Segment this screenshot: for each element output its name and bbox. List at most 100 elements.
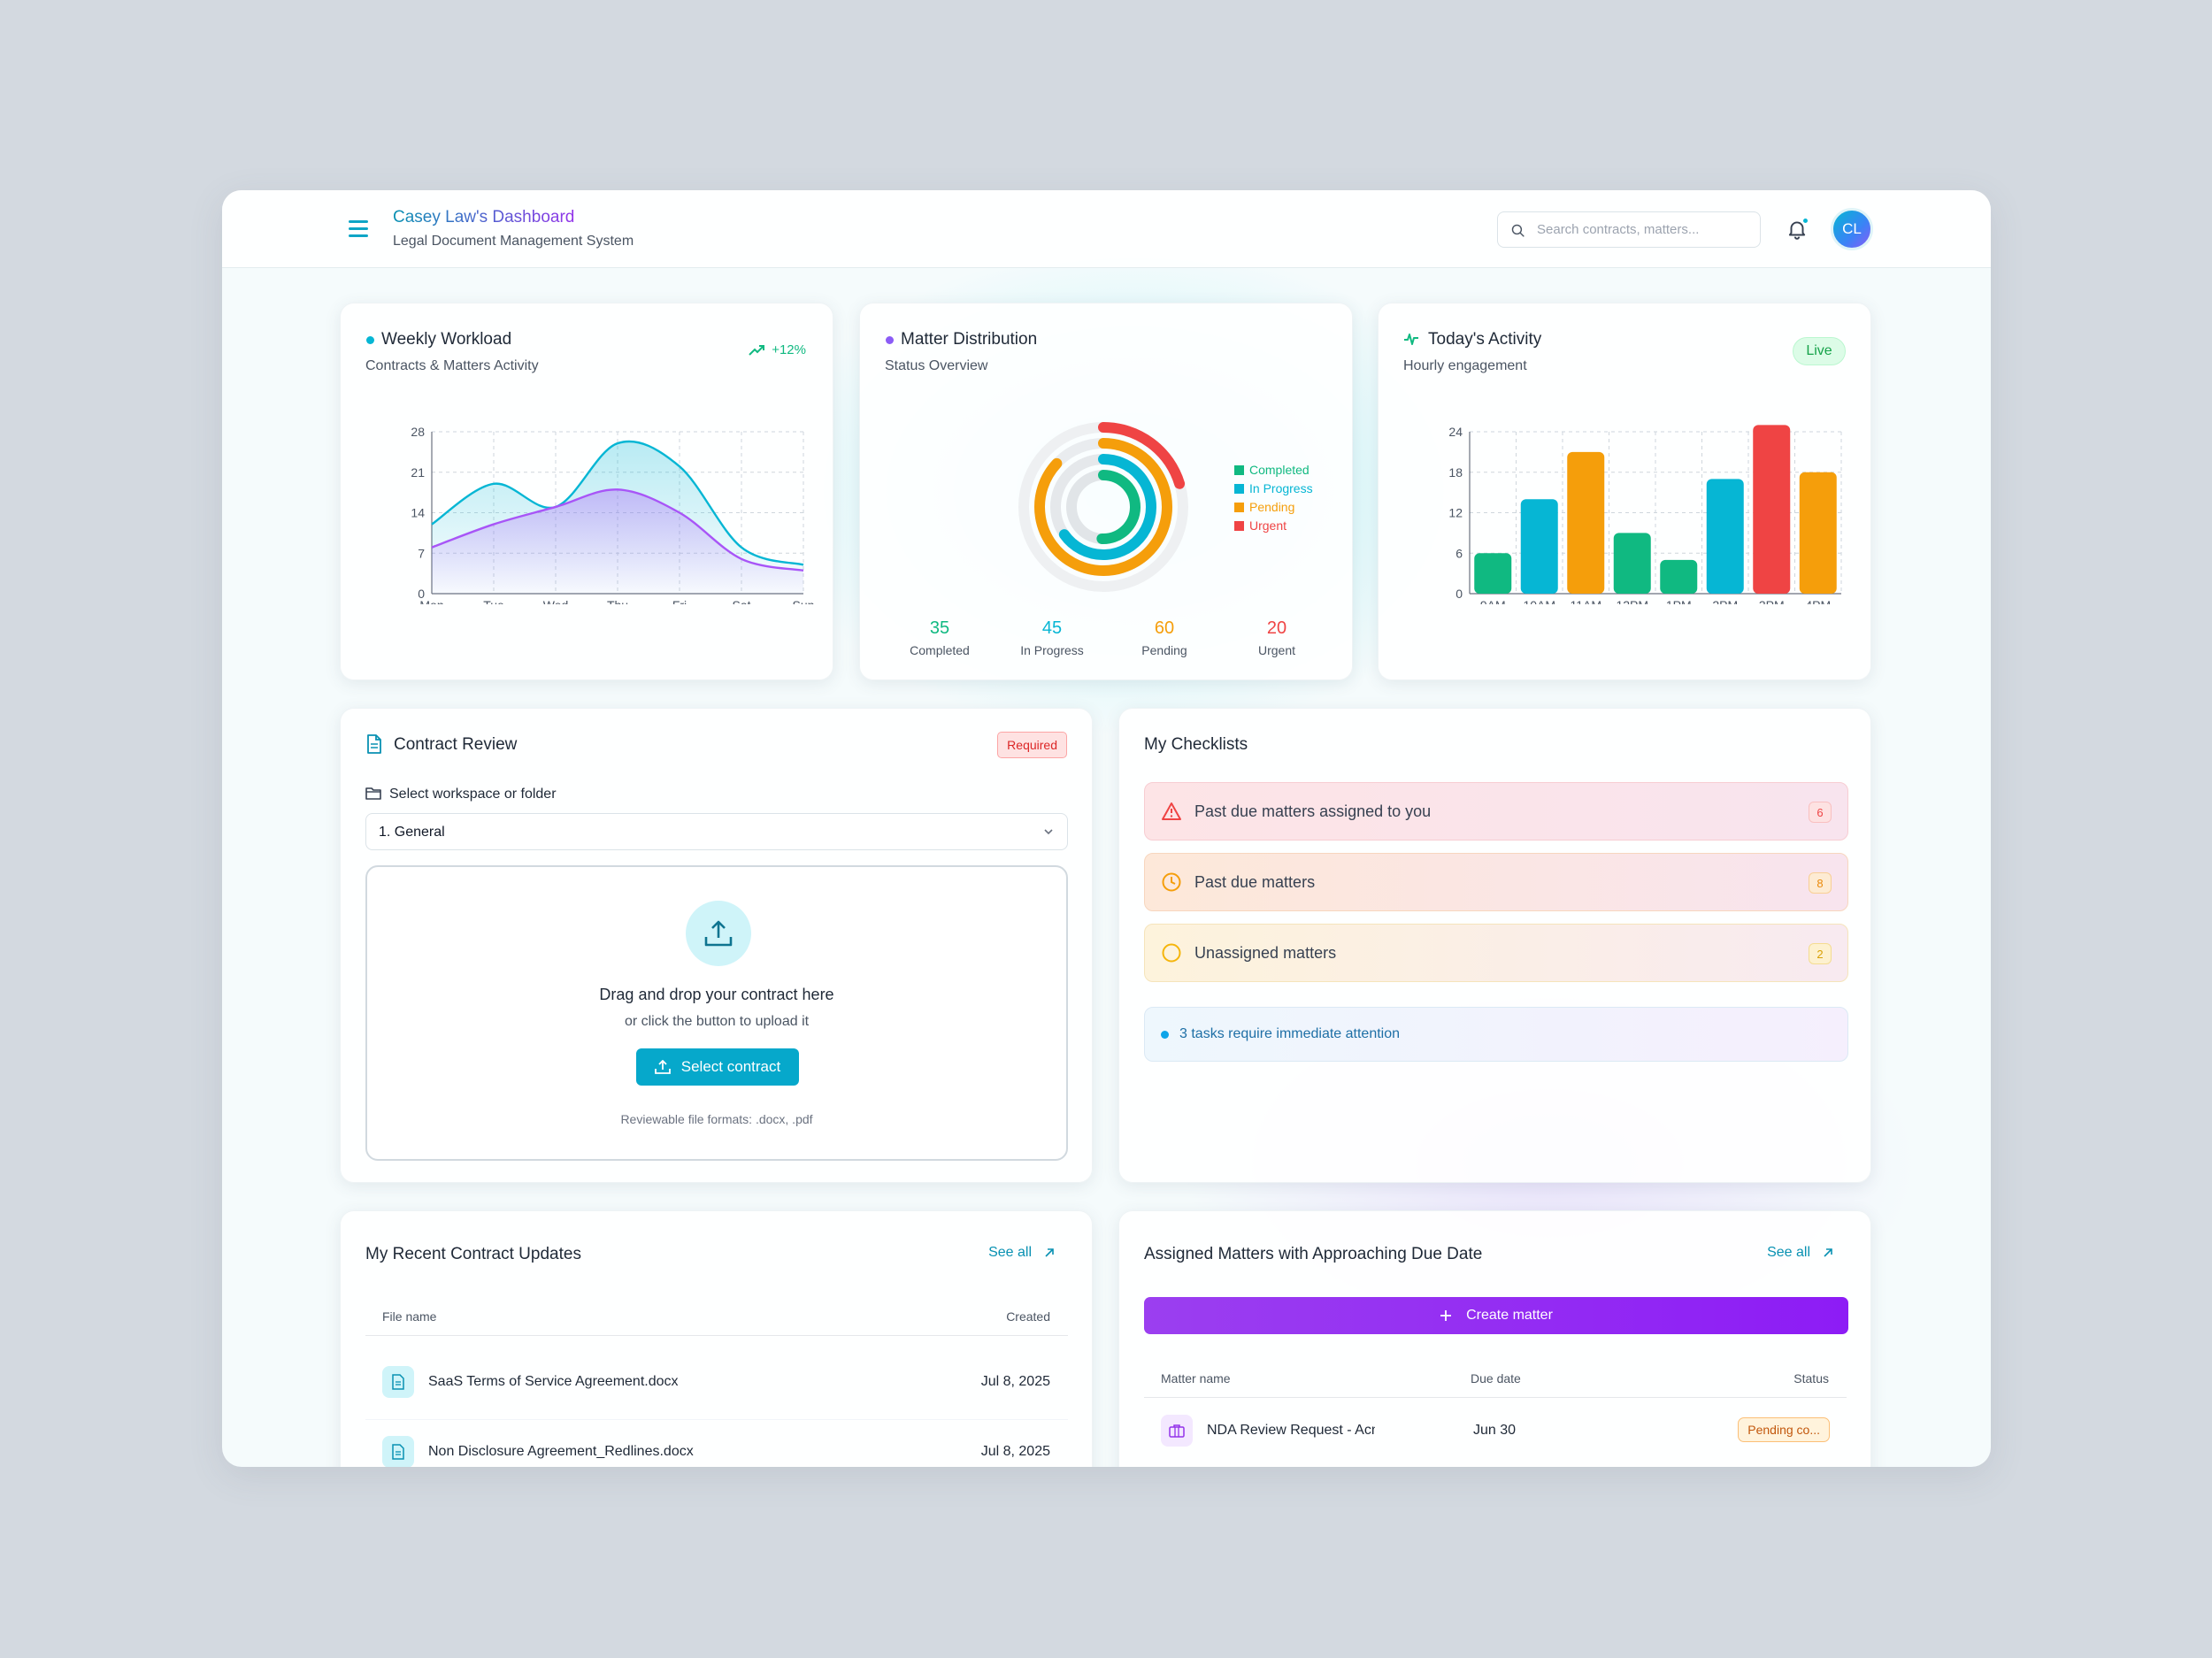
arrow-up-right-icon bbox=[1045, 1248, 1054, 1257]
x-tick-label: Wed bbox=[543, 598, 569, 604]
dropzone-title: Drag and drop your contract here bbox=[599, 986, 834, 1003]
card-title: Matter Distribution bbox=[901, 330, 1038, 349]
bar-12pm bbox=[1613, 533, 1651, 594]
info-dot bbox=[1161, 1030, 1169, 1039]
todays-activity-chart: 0 6 12 18 24 9AM 10AM 11AM 12PM 1PM 2PM 3PM 4PM bbox=[1448, 425, 1842, 604]
card-subtitle: Contracts & Matters Activity bbox=[365, 358, 539, 373]
top-bar: Casey Law's Dashboard Legal Document Man… bbox=[222, 190, 1991, 268]
card-title: Today's Activity bbox=[1428, 330, 1542, 349]
status-badge: Pending co... bbox=[1738, 1417, 1830, 1442]
y-tick-label: 0 bbox=[418, 587, 425, 601]
legend-item: Urgent bbox=[1234, 518, 1286, 533]
file-name: Non Disclosure Agreement_Redlines.docx bbox=[428, 1444, 694, 1459]
checklist-item-label: Unassigned matters bbox=[1194, 943, 1337, 962]
x-tick-label: Fri bbox=[672, 598, 687, 604]
ring-segment-in-progress bbox=[1058, 454, 1156, 560]
checklist-item-label: Past due matters assigned to you bbox=[1194, 802, 1432, 820]
card-title: Contract Review bbox=[394, 735, 518, 754]
x-tick-label: 12PM bbox=[1616, 598, 1648, 604]
notification-dot bbox=[1801, 217, 1809, 225]
document-icon bbox=[367, 734, 381, 754]
ring-segment-urgent bbox=[1098, 422, 1186, 489]
card-dot bbox=[886, 336, 894, 344]
create-matter-label: Create matter bbox=[1466, 1308, 1553, 1323]
count-badge: 6 bbox=[1809, 802, 1832, 823]
upload-icon bbox=[686, 901, 751, 966]
x-tick-label: Sun bbox=[793, 598, 815, 604]
card-subtitle: Status Overview bbox=[885, 358, 988, 373]
x-tick-label: Thu bbox=[607, 598, 628, 604]
y-tick-label: 21 bbox=[411, 465, 425, 480]
legend-item: Completed bbox=[1234, 463, 1310, 477]
legend-label: Urgent bbox=[1249, 518, 1287, 533]
see-all-link[interactable]: See all bbox=[988, 1245, 1055, 1261]
created-date: Jul 8, 2025 bbox=[980, 1444, 1050, 1459]
x-tick-label: 10AM bbox=[1523, 598, 1555, 604]
select-contract-button[interactable]: Select contract bbox=[636, 1048, 799, 1086]
card-title: Weekly Workload bbox=[381, 330, 512, 349]
checklist-item-past-due-assigned[interactable]: Past due matters assigned to you 6 bbox=[1144, 782, 1848, 841]
y-tick-label: 14 bbox=[411, 506, 425, 520]
workspace-select[interactable]: 1. General bbox=[365, 813, 1068, 850]
assigned-matters-card: Assigned Matters with Approaching Due Da… bbox=[1118, 1210, 1871, 1467]
y-tick-label: 28 bbox=[411, 425, 425, 439]
y-tick-label: 24 bbox=[1448, 425, 1463, 439]
bar-9am bbox=[1474, 553, 1512, 594]
contract-review-card: Contract Review Required Select workspac… bbox=[340, 708, 1093, 1183]
file-icon bbox=[382, 1366, 414, 1398]
page-subtitle: Legal Document Management System bbox=[393, 234, 634, 249]
file-name: SaaS Terms of Service Agreement.docx bbox=[428, 1374, 679, 1389]
checklist-item-unassigned[interactable]: Unassigned matters 2 bbox=[1144, 924, 1848, 982]
bar-11am bbox=[1567, 451, 1605, 594]
warning-icon bbox=[1162, 802, 1181, 820]
dashboard-window: Casey Law's Dashboard Legal Document Man… bbox=[222, 190, 1991, 1467]
column-header-due: Due date bbox=[1471, 1371, 1521, 1386]
legend-label: In Progress bbox=[1249, 481, 1313, 495]
trend-badge: +12% bbox=[749, 342, 806, 357]
bar-3pm bbox=[1753, 425, 1791, 594]
y-tick-label: 6 bbox=[1455, 546, 1463, 560]
checklist-item-past-due[interactable]: Past due matters 8 bbox=[1144, 853, 1848, 911]
notification-bell-icon[interactable] bbox=[1786, 217, 1809, 242]
stat-label: Completed bbox=[910, 643, 970, 657]
legend-swatch bbox=[1234, 464, 1244, 475]
stat-value: 45 bbox=[1041, 618, 1063, 638]
search-input[interactable] bbox=[1537, 212, 1749, 247]
stat-value: 60 bbox=[1154, 618, 1175, 638]
y-tick-label: 12 bbox=[1448, 506, 1463, 520]
bar-2pm bbox=[1706, 479, 1744, 594]
x-tick-label: Mon bbox=[419, 598, 443, 604]
circle-icon bbox=[1162, 943, 1181, 963]
x-tick-label: 2PM bbox=[1712, 598, 1738, 604]
series-line bbox=[431, 440, 804, 566]
select-contract-label: Select contract bbox=[680, 1058, 781, 1075]
bar-1pm bbox=[1660, 559, 1698, 594]
see-all-label: See all bbox=[988, 1245, 1032, 1260]
plus-icon bbox=[1440, 1310, 1452, 1321]
search-box[interactable] bbox=[1497, 211, 1761, 248]
dropzone-subtitle: or click the button to upload it bbox=[624, 1014, 810, 1029]
ring-segment-completed bbox=[1096, 470, 1141, 544]
count-badge: 8 bbox=[1809, 872, 1832, 894]
legend-swatch bbox=[1234, 520, 1244, 531]
y-tick-label: 0 bbox=[1455, 587, 1463, 601]
arrow-up-right-icon bbox=[1824, 1248, 1832, 1257]
matter-name: NDA Review Request - Acme bbox=[1207, 1423, 1375, 1438]
activity-pulse-icon bbox=[1404, 334, 1418, 345]
todays-activity-card: Today's Activity Hourly engagement Live … bbox=[1378, 303, 1871, 680]
legend-label: Pending bbox=[1249, 500, 1295, 514]
series-line bbox=[431, 488, 804, 572]
upload-dropzone[interactable]: Drag and drop your contract here or clic… bbox=[365, 865, 1068, 1161]
matter-distribution-card: Matter Distribution Status Overview Comp… bbox=[859, 303, 1353, 680]
card-title: My Recent Contract Updates bbox=[365, 1245, 581, 1263]
avatar[interactable]: CL bbox=[1831, 208, 1873, 250]
file-formats-note: Reviewable file formats: .docx, .pdf bbox=[620, 1112, 813, 1126]
search-icon bbox=[1511, 224, 1525, 237]
create-matter-button[interactable]: Create matter bbox=[1144, 1297, 1848, 1334]
hamburger-menu-icon[interactable] bbox=[349, 220, 368, 237]
x-tick-label: 4PM bbox=[1805, 598, 1831, 604]
see-all-link[interactable]: See all bbox=[1767, 1245, 1833, 1261]
column-header-matter: Matter name bbox=[1161, 1371, 1231, 1386]
attention-text: 3 tasks require immediate attention bbox=[1179, 1026, 1401, 1041]
card-dot bbox=[366, 336, 374, 344]
